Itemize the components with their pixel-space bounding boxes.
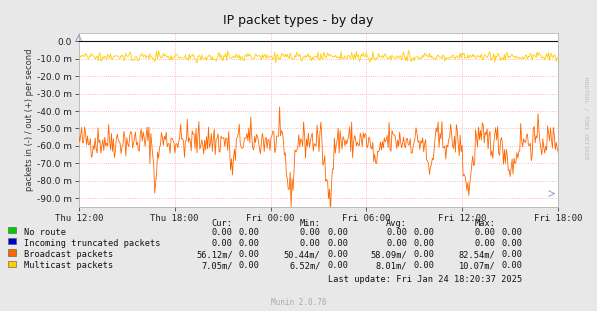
Text: 0.00: 0.00: [327, 228, 348, 237]
Text: 0.00: 0.00: [300, 239, 321, 248]
Text: 0.00: 0.00: [475, 228, 496, 237]
Text: 0.00: 0.00: [414, 228, 435, 237]
Text: RRDTOOL / TOBI OETIKER: RRDTOOL / TOBI OETIKER: [584, 77, 589, 160]
Text: No route: No route: [24, 228, 66, 237]
Text: 0.00: 0.00: [414, 239, 435, 248]
Text: Last update: Fri Jan 24 18:20:37 2025: Last update: Fri Jan 24 18:20:37 2025: [328, 275, 522, 284]
Text: 0.00: 0.00: [239, 228, 260, 237]
Text: IP packet types - by day: IP packet types - by day: [223, 14, 374, 27]
Text: 0.00: 0.00: [475, 239, 496, 248]
Text: Cur:: Cur:: [212, 219, 233, 228]
Text: 58.09m/: 58.09m/: [370, 250, 407, 259]
Text: 82.54m/: 82.54m/: [458, 250, 496, 259]
Text: 0.00: 0.00: [501, 228, 522, 237]
Text: 0.00: 0.00: [386, 239, 407, 248]
Text: 8.01m/: 8.01m/: [376, 261, 407, 270]
Text: 7.05m/: 7.05m/: [201, 261, 233, 270]
Text: 0.00: 0.00: [327, 250, 348, 259]
Y-axis label: packets in (-) / out (+) per second: packets in (-) / out (+) per second: [25, 49, 34, 191]
Text: 10.07m/: 10.07m/: [458, 261, 496, 270]
Text: 0.00: 0.00: [212, 228, 233, 237]
Text: 0.00: 0.00: [414, 261, 435, 270]
Text: 0.00: 0.00: [414, 250, 435, 259]
Text: 0.00: 0.00: [212, 239, 233, 248]
Text: 6.52m/: 6.52m/: [289, 261, 321, 270]
Text: Multicast packets: Multicast packets: [24, 261, 113, 270]
Text: 0.00: 0.00: [386, 228, 407, 237]
Text: Munin 2.0.76: Munin 2.0.76: [271, 298, 326, 307]
Text: 0.00: 0.00: [501, 261, 522, 270]
Text: Max:: Max:: [475, 219, 496, 228]
Text: Min:: Min:: [300, 219, 321, 228]
Text: 0.00: 0.00: [239, 250, 260, 259]
Text: 0.00: 0.00: [327, 261, 348, 270]
Text: 0.00: 0.00: [501, 250, 522, 259]
Text: 0.00: 0.00: [327, 239, 348, 248]
Text: 0.00: 0.00: [300, 228, 321, 237]
Text: 56.12m/: 56.12m/: [196, 250, 233, 259]
Text: 0.00: 0.00: [239, 261, 260, 270]
Text: Avg:: Avg:: [386, 219, 407, 228]
Text: 50.44m/: 50.44m/: [284, 250, 321, 259]
Text: 0.00: 0.00: [239, 239, 260, 248]
Text: 0.00: 0.00: [501, 239, 522, 248]
Text: Incoming truncated packets: Incoming truncated packets: [24, 239, 161, 248]
Text: Broadcast packets: Broadcast packets: [24, 250, 113, 259]
